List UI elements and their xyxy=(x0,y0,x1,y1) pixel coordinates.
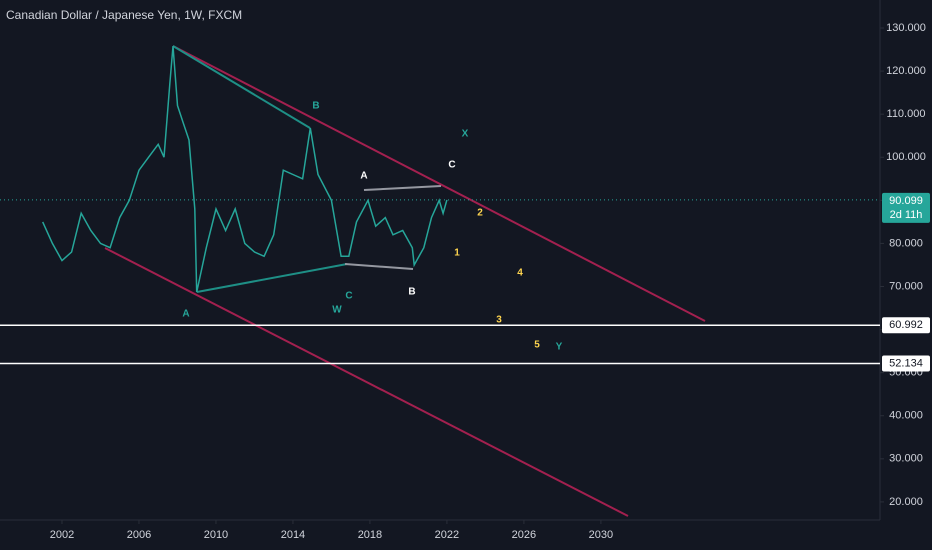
trend-line xyxy=(172,45,706,322)
x-tick-label: 2010 xyxy=(204,529,228,541)
price-label: 60.992 xyxy=(889,319,923,331)
wave-line xyxy=(172,45,311,129)
wave-label: A xyxy=(182,309,189,320)
wave-line xyxy=(363,185,442,191)
wave-label: C xyxy=(345,291,352,302)
y-tick-label: 100.000 xyxy=(886,151,926,163)
y-tick-label: 130.000 xyxy=(886,22,926,34)
countdown-label: 2d 11h xyxy=(890,209,923,221)
wave-label: A xyxy=(360,171,367,182)
y-tick-label: 20.000 xyxy=(889,496,923,508)
price-label: 90.099 xyxy=(889,195,923,207)
wave-line xyxy=(196,263,348,293)
wave-label: C xyxy=(448,160,455,171)
price-label: 52.134 xyxy=(889,357,923,369)
chart-title: Canadian Dollar / Japanese Yen, 1W, FXCM xyxy=(6,8,242,22)
price-label-box xyxy=(882,192,930,223)
drawings xyxy=(104,45,706,517)
x-tick-label: 2030 xyxy=(589,529,613,541)
wave-label: W xyxy=(332,305,342,316)
wave-label: 3 xyxy=(496,315,502,326)
wave-label: B xyxy=(312,101,319,112)
price-line xyxy=(42,46,448,293)
x-tick-label: 2022 xyxy=(435,529,459,541)
wave-label: Y xyxy=(556,342,563,353)
wave-label: 4 xyxy=(517,268,523,279)
wave-line xyxy=(344,263,414,270)
wave-label: 1 xyxy=(454,248,460,259)
y-tick-label: 80.000 xyxy=(889,237,923,249)
y-tick-label: 40.000 xyxy=(889,410,923,422)
y-tick-label: 70.000 xyxy=(889,280,923,292)
price-label-box xyxy=(882,355,930,372)
y-tick-label: 120.000 xyxy=(886,65,926,77)
wave-label: B xyxy=(408,287,415,298)
trend-line xyxy=(104,247,629,517)
wave-label: X xyxy=(462,129,469,140)
y-tick-label: 110.000 xyxy=(887,108,926,120)
wave-label: 2 xyxy=(477,208,483,219)
x-tick-label: 2018 xyxy=(358,529,382,541)
x-tick-label: 2026 xyxy=(512,529,536,541)
x-tick-label: 2006 xyxy=(127,529,151,541)
price-label-box xyxy=(882,317,930,334)
y-tick-label: 30.000 xyxy=(889,453,923,465)
x-tick-label: 2014 xyxy=(281,529,305,541)
wave-label: 5 xyxy=(534,340,540,351)
x-tick-label: 2002 xyxy=(50,529,74,541)
